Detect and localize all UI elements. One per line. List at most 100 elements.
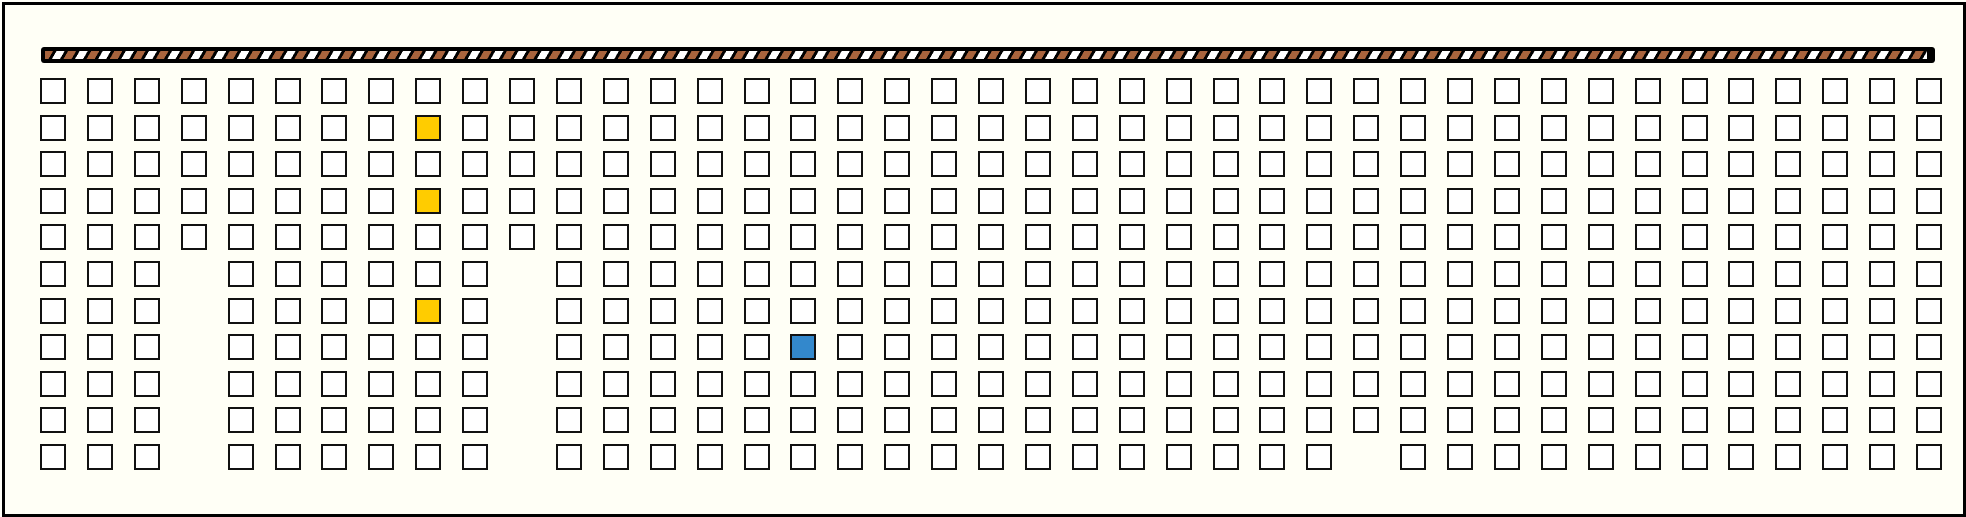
grid-cell[interactable] (1775, 407, 1802, 434)
grid-cell[interactable] (978, 151, 1004, 178)
grid-cell[interactable] (1212, 297, 1239, 324)
grid-cell[interactable] (86, 444, 113, 470)
grid-cell[interactable] (321, 407, 348, 434)
grid-cell[interactable] (1400, 297, 1427, 324)
grid-cell[interactable] (978, 78, 1004, 104)
grid-cell[interactable] (368, 78, 395, 104)
grid-cell[interactable] (1681, 444, 1708, 470)
grid-cell[interactable] (1165, 114, 1192, 141)
grid-cell[interactable] (40, 261, 66, 287)
grid-cell[interactable] (462, 151, 489, 178)
grid-cell[interactable] (1024, 334, 1051, 361)
grid-cell[interactable] (884, 261, 911, 287)
grid-cell[interactable] (274, 370, 301, 397)
grid-cell[interactable] (1212, 78, 1239, 104)
grid-cell[interactable] (696, 187, 723, 214)
grid-cell[interactable] (1024, 370, 1051, 397)
grid-cell[interactable] (837, 114, 864, 141)
grid-cell[interactable] (1118, 334, 1145, 361)
grid-cell[interactable] (931, 261, 958, 287)
grid-cell[interactable] (1869, 334, 1896, 361)
grid-cell[interactable] (227, 114, 254, 141)
grid-cell[interactable] (274, 151, 301, 178)
grid-cell[interactable] (1916, 370, 1942, 397)
grid-cell[interactable] (321, 444, 348, 470)
grid-cell[interactable] (1259, 407, 1286, 434)
grid-cell[interactable] (884, 78, 911, 104)
grid-cell[interactable] (1447, 114, 1473, 141)
grid-cell[interactable] (1306, 151, 1333, 178)
grid-cell[interactable] (1071, 370, 1098, 397)
grid-cell[interactable] (86, 297, 113, 324)
grid-cell[interactable] (931, 444, 958, 470)
grid-cell-highlighted[interactable] (415, 114, 442, 141)
grid-cell[interactable] (1447, 261, 1473, 287)
grid-cell[interactable] (1353, 151, 1380, 178)
grid-cell[interactable] (837, 407, 864, 434)
grid-cell[interactable] (743, 407, 770, 434)
grid-cell[interactable] (1024, 224, 1051, 251)
grid-cell[interactable] (602, 78, 629, 104)
grid-cell[interactable] (1400, 78, 1427, 104)
grid-cell[interactable] (649, 407, 676, 434)
grid-cell[interactable] (696, 334, 723, 361)
grid-cell[interactable] (743, 187, 770, 214)
grid-cell[interactable] (133, 261, 160, 287)
grid-cell[interactable] (884, 370, 911, 397)
grid-cell[interactable] (40, 407, 66, 434)
grid-cell[interactable] (1587, 444, 1614, 470)
grid-cell[interactable] (790, 78, 817, 104)
grid-cell[interactable] (1634, 370, 1661, 397)
grid-cell[interactable] (1165, 334, 1192, 361)
grid-cell[interactable] (555, 261, 582, 287)
grid-cell[interactable] (1775, 224, 1802, 251)
grid-cell[interactable] (1587, 407, 1614, 434)
grid-cell[interactable] (1634, 297, 1661, 324)
grid-cell[interactable] (1728, 370, 1755, 397)
grid-cell[interactable] (884, 297, 911, 324)
grid-cell[interactable] (1493, 297, 1520, 324)
grid-cell[interactable] (1306, 297, 1333, 324)
grid-cell[interactable] (1681, 78, 1708, 104)
grid-cell[interactable] (1916, 151, 1942, 178)
grid-cell[interactable] (790, 261, 817, 287)
grid-cell[interactable] (1493, 224, 1520, 251)
grid-cell[interactable] (40, 334, 66, 361)
grid-cell[interactable] (1916, 334, 1942, 361)
grid-cell[interactable] (1400, 114, 1427, 141)
grid-cell[interactable] (1400, 151, 1427, 178)
grid-cell-highlighted[interactable] (415, 297, 442, 324)
grid-cell[interactable] (1165, 151, 1192, 178)
grid-cell[interactable] (1165, 187, 1192, 214)
grid-cell[interactable] (321, 370, 348, 397)
grid-cell[interactable] (1400, 407, 1427, 434)
grid-cell[interactable] (1165, 370, 1192, 397)
grid-cell[interactable] (227, 407, 254, 434)
grid-cell[interactable] (743, 224, 770, 251)
grid-cell[interactable] (602, 334, 629, 361)
grid-cell[interactable] (1869, 187, 1896, 214)
grid-cell[interactable] (1822, 444, 1849, 470)
grid-cell[interactable] (649, 261, 676, 287)
grid-cell[interactable] (1869, 151, 1896, 178)
grid-cell[interactable] (1540, 407, 1567, 434)
grid-cell[interactable] (1071, 261, 1098, 287)
grid-cell[interactable] (1587, 370, 1614, 397)
grid-cell[interactable] (227, 444, 254, 470)
grid-cell[interactable] (1353, 334, 1380, 361)
grid-cell[interactable] (415, 224, 442, 251)
grid-cell[interactable] (1118, 78, 1145, 104)
grid-cell[interactable] (509, 114, 535, 141)
grid-cell[interactable] (884, 407, 911, 434)
grid-cell[interactable] (321, 261, 348, 287)
grid-cell[interactable] (1306, 370, 1333, 397)
grid-cell[interactable] (1447, 407, 1473, 434)
grid-cell[interactable] (1118, 151, 1145, 178)
grid-cell[interactable] (696, 370, 723, 397)
grid-cell[interactable] (1916, 114, 1942, 141)
grid-cell[interactable] (1634, 78, 1661, 104)
grid-cell[interactable] (790, 187, 817, 214)
grid-cell[interactable] (1681, 261, 1708, 287)
grid-cell[interactable] (743, 370, 770, 397)
grid-cell[interactable] (696, 151, 723, 178)
